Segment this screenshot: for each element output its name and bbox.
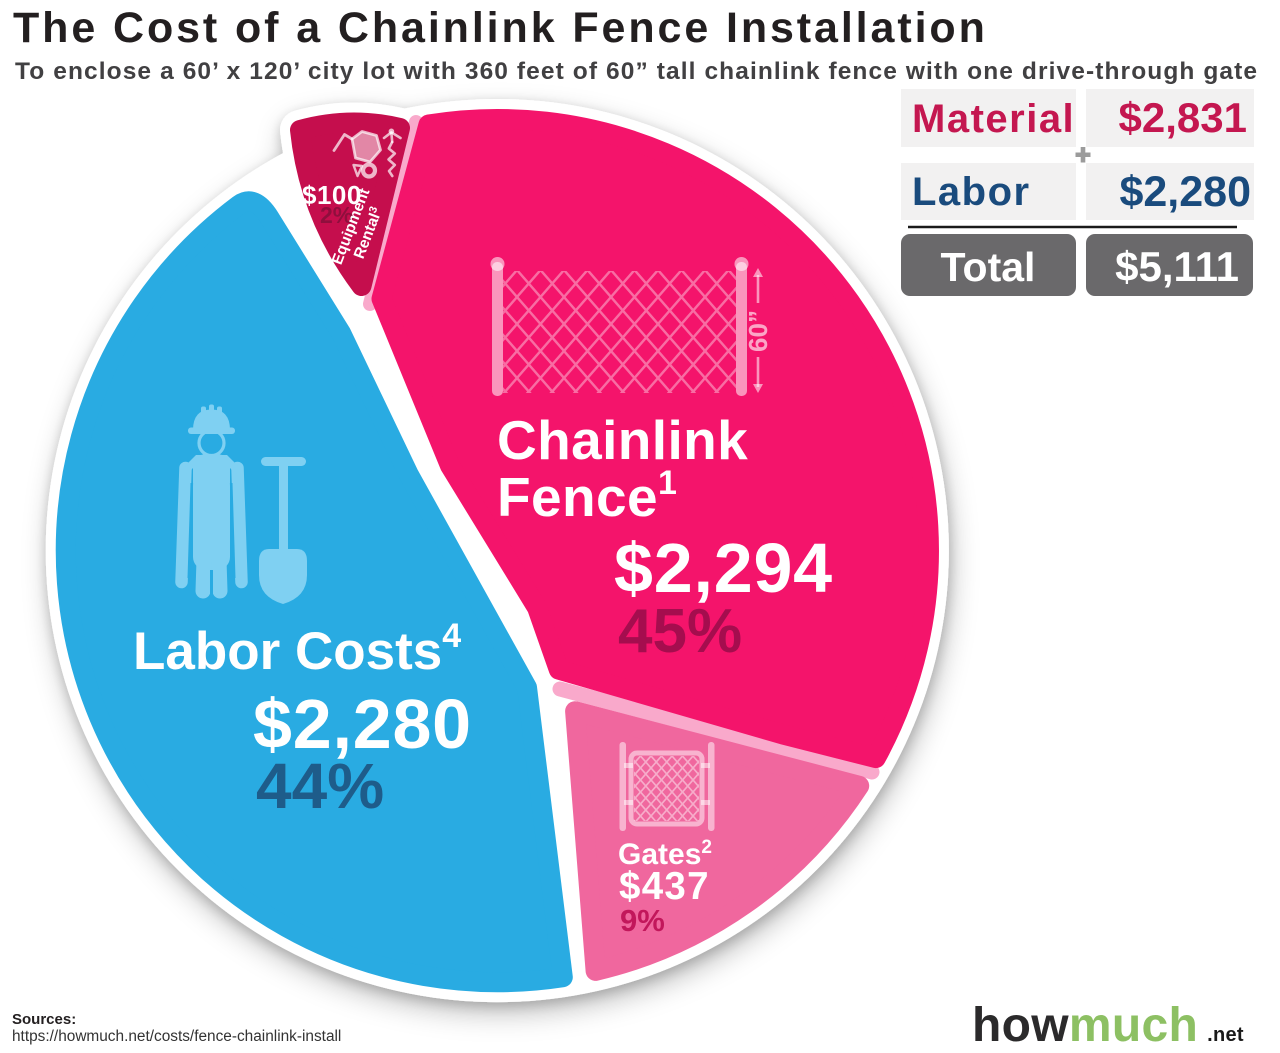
svg-text:Chainlink: Chainlink xyxy=(497,409,748,471)
svg-text:The Cost of a Chainlink Fence: The Cost of a Chainlink Fence Installati… xyxy=(13,4,988,52)
svg-text:Total: Total xyxy=(941,244,1036,290)
svg-text:$2,294: $2,294 xyxy=(614,529,833,607)
svg-text:Material: Material xyxy=(912,97,1075,141)
svg-text:Sources:: Sources: xyxy=(12,1011,76,1028)
svg-text:To enclose a 60’ x 120’ city l: To enclose a 60’ x 120’ city lot with 36… xyxy=(15,58,1258,85)
svg-text:44%: 44% xyxy=(256,750,384,822)
svg-text:9%: 9% xyxy=(620,903,665,938)
svg-text:60”: 60” xyxy=(743,310,773,352)
svg-text:Labor: Labor xyxy=(912,170,1031,214)
svg-text:$2,280: $2,280 xyxy=(1119,168,1251,216)
svg-text:$437: $437 xyxy=(619,865,710,908)
svg-text:2%: 2% xyxy=(320,202,353,228)
svg-text:$5,111: $5,111 xyxy=(1115,243,1239,290)
svg-text:Gates2: Gates2 xyxy=(618,837,712,871)
svg-text:Labor Costs4: Labor Costs4 xyxy=(133,617,461,681)
svg-text:Fence1: Fence1 xyxy=(497,464,677,528)
svg-text:$2,280: $2,280 xyxy=(253,685,472,763)
svg-text:$100: $100 xyxy=(302,180,362,210)
svg-text:45%: 45% xyxy=(618,597,742,666)
svg-text:$2,831: $2,831 xyxy=(1119,94,1247,141)
svg-text:https://howmuch.net/costs/fenc: https://howmuch.net/costs/fence-chainlin… xyxy=(12,1028,341,1045)
